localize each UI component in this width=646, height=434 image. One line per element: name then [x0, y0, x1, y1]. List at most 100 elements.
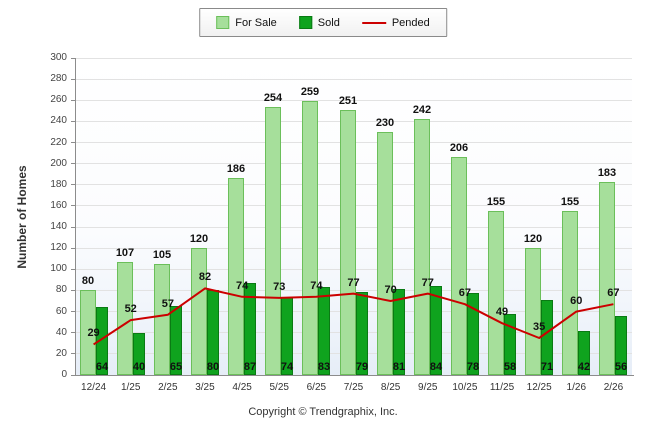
sold-value-label: 81 [392, 361, 406, 373]
legend-label-sold: Sold [317, 16, 340, 29]
for-sale-bar [265, 106, 281, 375]
for-sale-value-label: 206 [449, 142, 469, 155]
chart-legend: For Sale Sold Pended [199, 8, 447, 37]
pended-value-label: 77 [347, 276, 360, 289]
x-axis-category-label: 6/25 [306, 382, 327, 393]
pended-value-label: 67 [607, 287, 620, 300]
for-sale-value-label: 155 [560, 196, 580, 209]
sold-value-label: 87 [243, 361, 257, 373]
y-axis-title: Number of Homes [15, 164, 29, 269]
y-axis-tick-label: 80 [55, 284, 67, 296]
for-sale-bar [191, 248, 207, 375]
pended-value-label: 57 [161, 297, 174, 310]
x-axis-category-label: 2/26 [603, 382, 624, 393]
y-axis-tick [71, 57, 75, 59]
for-sale-value-label: 120 [523, 233, 543, 246]
for-sale-bar [562, 211, 578, 375]
x-axis-category-label: 4/25 [232, 382, 252, 393]
y-axis-tick-label: 180 [50, 178, 67, 190]
sold-value-label: 56 [614, 361, 628, 373]
for-sale-value-label: 259 [300, 86, 320, 99]
pended-value-label: 60 [570, 294, 583, 307]
y-axis-tick-label: 240 [50, 115, 67, 127]
y-axis-tick-label: 280 [50, 73, 67, 85]
x-axis-category-label: 1/26 [566, 382, 587, 393]
y-axis-tick-label: 20 [55, 347, 67, 359]
y-axis-tick [71, 78, 75, 80]
sold-value-label: 65 [169, 361, 183, 373]
x-axis-category-label: 1/25 [120, 382, 141, 393]
for-sale-bar [340, 109, 356, 375]
x-axis-category-label: 7/25 [343, 382, 364, 393]
sold-value-label: 64 [95, 361, 109, 373]
sold-value-label: 40 [132, 361, 146, 373]
y-axis-tick [71, 226, 75, 228]
for-sale-bar [414, 119, 430, 375]
for-sale-value-label: 251 [338, 94, 358, 107]
y-axis-tick [71, 163, 75, 165]
x-axis-category-label: 12/25 [526, 382, 552, 393]
y-axis-tick-label: 200 [50, 157, 67, 169]
x-axis-line [75, 375, 634, 376]
y-axis-tick [71, 353, 75, 355]
legend-label-pended: Pended [391, 16, 430, 29]
x-axis-category-label: 9/25 [418, 382, 438, 393]
x-axis-category-label: 5/25 [269, 382, 289, 393]
y-axis-tick [71, 184, 75, 186]
sold-value-label: 84 [429, 361, 443, 373]
sold-value-label: 71 [540, 361, 554, 373]
pended-value-label: 77 [421, 276, 434, 289]
y-axis-tick [71, 142, 75, 144]
for-sale-bar [599, 181, 615, 375]
for-sale-value-label: 120 [189, 233, 209, 246]
x-axis-category-label: 12/24 [81, 382, 107, 393]
for-sale-value-label: 242 [412, 104, 432, 117]
pended-value-label: 73 [273, 280, 286, 293]
pended-value-label: 70 [384, 284, 397, 297]
sold-value-label: 58 [503, 361, 517, 373]
x-axis-category-label: 8/25 [380, 382, 401, 393]
x-axis-category-label: 3/25 [195, 382, 215, 393]
for-sale-value-label: 183 [597, 166, 617, 179]
for-sale-value-label: 254 [263, 91, 283, 104]
for-sale-value-label: 80 [81, 275, 95, 288]
y-axis-tick-label: 0 [61, 369, 67, 380]
gridline [75, 57, 632, 59]
y-axis-tick-label: 160 [50, 199, 67, 211]
pended-value-label: 29 [87, 327, 100, 340]
y-axis-tick [71, 205, 75, 207]
for-sale-bar [451, 157, 467, 375]
legend-label-for-sale: For Sale [235, 16, 277, 29]
for-sale-bar [154, 264, 170, 375]
sold-value-label: 79 [355, 361, 369, 373]
sold-value-label: 78 [466, 361, 480, 373]
legend-item-for-sale: For Sale [216, 16, 277, 29]
y-axis-tick [71, 120, 75, 122]
y-axis-tick-label: 260 [50, 94, 67, 106]
for-sale-value-label: 155 [486, 196, 506, 209]
y-axis-tick [71, 247, 75, 249]
copyright-text: Copyright © Trendgraphix, Inc. [248, 406, 398, 418]
pended-value-label: 52 [124, 303, 137, 316]
for-sale-bar [488, 211, 504, 375]
for-sale-value-label: 230 [375, 116, 395, 129]
pended-value-label: 82 [198, 271, 212, 284]
y-axis-tick [71, 332, 75, 334]
legend-item-pended: Pended [361, 16, 430, 29]
pended-value-label: 74 [235, 279, 249, 292]
y-axis-tick-label: 100 [50, 263, 67, 275]
y-axis-tick-label: 220 [50, 136, 67, 148]
pended-value-label: 74 [310, 279, 323, 292]
for-sale-bar [228, 178, 244, 375]
y-axis-tick [71, 374, 75, 376]
for-sale-bar [377, 131, 393, 375]
for-sale-swatch-icon [216, 16, 230, 29]
for-sale-value-label: 105 [152, 249, 172, 262]
pended-value-label: 49 [495, 306, 509, 319]
sold-value-label: 83 [317, 361, 331, 373]
y-axis-line [75, 58, 76, 375]
for-sale-bar [525, 248, 541, 375]
sold-value-label: 74 [280, 361, 294, 373]
sold-value-label: 80 [206, 361, 220, 373]
